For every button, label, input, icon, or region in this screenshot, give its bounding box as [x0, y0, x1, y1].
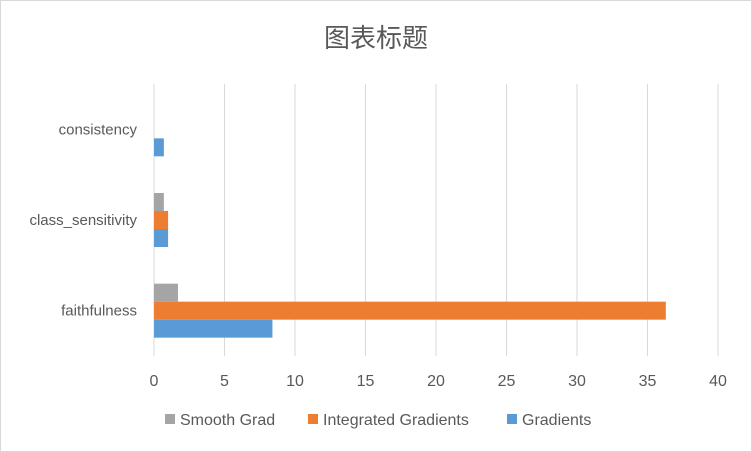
legend: Smooth Grad Integrated Gradients Gradients — [165, 412, 591, 429]
chart-title: 图表标题 — [324, 24, 428, 54]
x-tick-label: 25 — [498, 373, 516, 390]
bar — [154, 138, 164, 157]
category-label: class_sensitivity — [29, 212, 137, 229]
bar — [154, 211, 169, 229]
x-tick-label: 5 — [220, 373, 229, 390]
x-tick-label: 0 — [150, 373, 159, 390]
x-tick-label: 30 — [568, 373, 586, 390]
legend-swatch — [308, 414, 318, 424]
bar — [154, 301, 666, 320]
x-tick-label: 35 — [639, 373, 657, 390]
x-tick-labels: 0 5 10 15 20 25 30 35 40 — [150, 373, 727, 390]
x-tick-label: 10 — [286, 373, 304, 390]
category-labels: faithfulness class_sensitivity consistency — [29, 121, 137, 319]
bar — [154, 319, 273, 338]
legend-item: Integrated Gradients — [308, 412, 469, 429]
x-tick-label: 15 — [357, 373, 375, 390]
bar — [154, 229, 169, 247]
category-label: faithfulness — [61, 303, 137, 320]
legend-label: Integrated Gradients — [323, 412, 469, 429]
legend-label: Gradients — [522, 412, 591, 429]
legend-label: Smooth Grad — [180, 412, 275, 429]
legend-swatch — [165, 414, 175, 424]
legend-item: Smooth Grad — [165, 412, 275, 429]
bars — [154, 138, 666, 338]
bar — [154, 283, 178, 302]
category-label: consistency — [59, 121, 138, 138]
bar — [154, 193, 164, 211]
x-tick-label: 40 — [709, 373, 727, 390]
x-tick-label: 20 — [427, 373, 445, 390]
legend-item: Gradients — [507, 412, 591, 429]
legend-swatch — [507, 414, 517, 424]
